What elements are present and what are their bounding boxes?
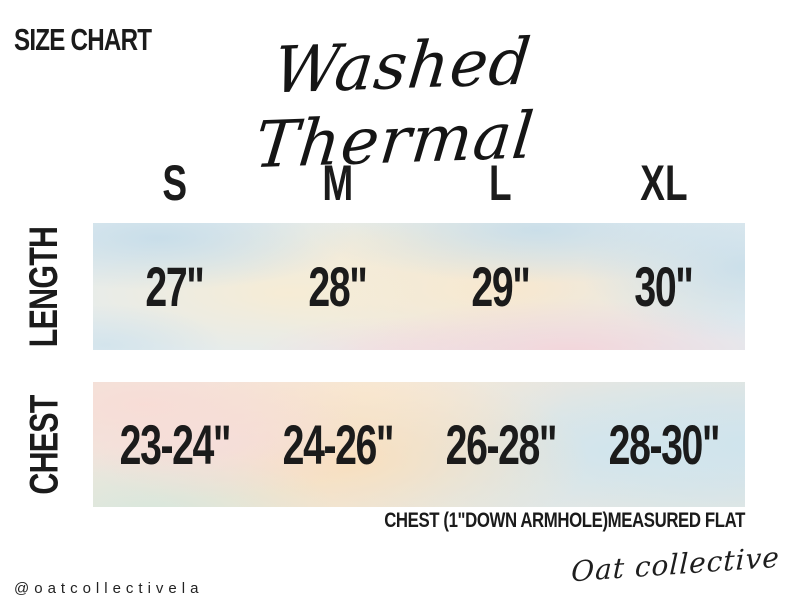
size-header-m: M: [322, 155, 353, 211]
size-header-xl: XL: [639, 155, 688, 211]
row-label-length: LENGTH: [22, 226, 66, 347]
length-row-band: 27" 28" 29" 30": [93, 223, 745, 350]
chest-row-band: 23-24" 24-26" 26-28" 28-30": [93, 382, 745, 507]
chest-value-m: 24-26": [282, 412, 394, 476]
chest-value-l: 26-28": [445, 412, 557, 476]
length-value-m: 28": [308, 254, 368, 318]
page-title-text: SIZE CHART: [14, 22, 152, 57]
length-value-xl: 30": [634, 254, 694, 318]
length-value-s: 27": [145, 254, 205, 318]
social-handle: @oatcollectivela: [14, 580, 204, 597]
length-value-l: 29": [471, 254, 531, 318]
row-label-chest: CHEST: [22, 394, 67, 495]
product-title-script: Washed Thermal: [251, 25, 538, 184]
brand-logo-script: Oat collective: [570, 540, 781, 589]
measurement-footnote: CHEST (1"DOWN ARMHOLE)MEASURED FLAT: [384, 509, 745, 532]
size-header-s: S: [162, 155, 187, 211]
size-header-row: S M L XL: [93, 152, 745, 208]
size-header-l: L: [489, 155, 512, 211]
page-title: SIZE CHART: [14, 22, 190, 58]
chest-value-xl: 28-30": [608, 412, 720, 476]
chest-value-s: 23-24": [119, 412, 231, 476]
